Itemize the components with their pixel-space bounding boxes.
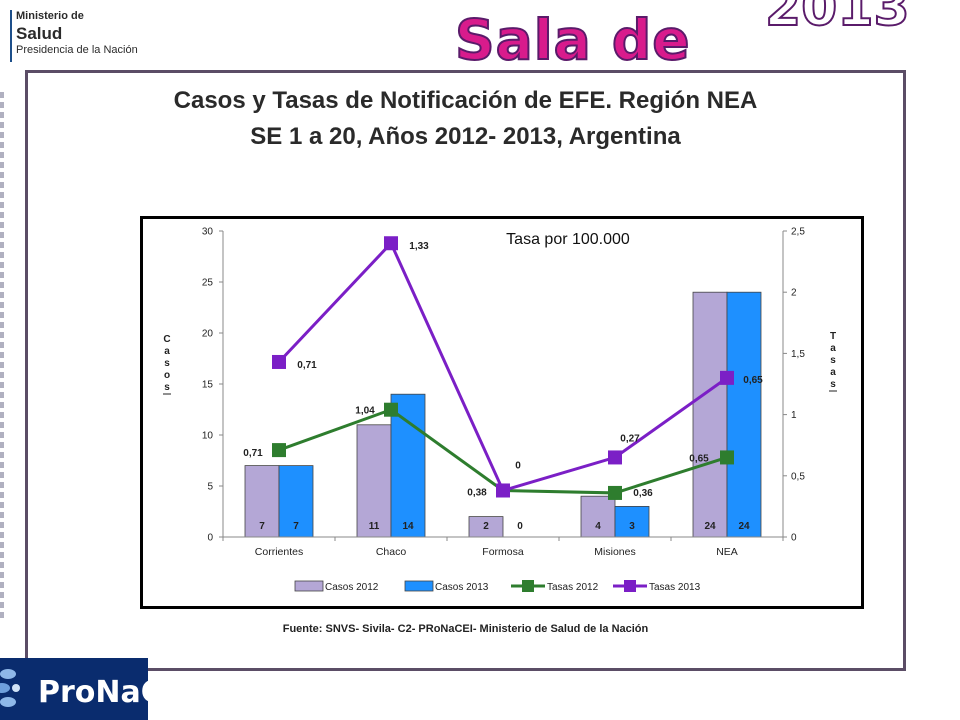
- axis-label-letter: a: [830, 343, 836, 354]
- bar-label-2013: 14: [402, 521, 414, 532]
- chart-annotation: Tasa por 100.000: [506, 231, 630, 248]
- tasas-2013-marker: [720, 370, 734, 385]
- x-tick-label: Misiones: [594, 546, 635, 558]
- ministerio-salud-logo: Ministerio de Salud Presidencia de la Na…: [0, 4, 160, 66]
- tasas-2012-label: 0,65: [689, 453, 709, 464]
- y-tick-label: 10: [202, 431, 214, 442]
- tasas-2012-label: 1,04: [355, 406, 375, 417]
- legend-swatch-marker: [522, 580, 534, 592]
- pronacei-logo: ProNaCEI: [0, 658, 194, 720]
- tasas-2013-label: 1,33: [409, 241, 429, 252]
- y-tick-label: 15: [202, 380, 214, 391]
- tasas-2013-marker: [496, 483, 510, 498]
- tasas-2013-label: 0,65: [743, 375, 763, 386]
- bar-label-2013: 3: [629, 521, 635, 532]
- tasas-2013-marker: [272, 354, 286, 369]
- axis-label-letter: T: [830, 331, 836, 342]
- y2-tick-label: 1,5: [791, 349, 805, 360]
- y2-axis-title: Tasas: [829, 331, 837, 392]
- source-note: Fuente: SNVS- Sivila- C2- PRoNaCEI- Mini…: [282, 623, 649, 635]
- chart-subtitle: SE 1 a 20, Años 2012- 2013, Argentina: [250, 123, 681, 150]
- y-axis-title: Casos: [163, 334, 171, 395]
- bar-casos-2012: [692, 291, 728, 538]
- tasas-2013-line: [277, 240, 728, 493]
- legend-item: Tasas 2013: [613, 580, 701, 593]
- y-tick-label: 0: [207, 533, 213, 544]
- bar-label-2013: 24: [738, 521, 750, 532]
- axis-label-letter: s: [830, 355, 836, 366]
- axis-label-letter: a: [164, 346, 170, 357]
- decorative-strip: [0, 92, 4, 622]
- bar-label-2012: 2: [483, 521, 489, 532]
- bar-label-2012: 11: [369, 521, 380, 532]
- legend-item: Casos 2012: [294, 580, 379, 593]
- bar-label-2013: 0: [517, 521, 523, 532]
- logo-line1: Ministerio de: [16, 10, 84, 22]
- tasas-2012-marker: [608, 485, 622, 500]
- x-tick-label: Corrientes: [255, 546, 303, 558]
- bar-label-2012: 4: [595, 521, 601, 532]
- tasas-2013-marker: [608, 450, 622, 465]
- y-tick-label: 30: [202, 227, 214, 238]
- y2-tick-label: 1: [791, 410, 797, 421]
- axis-label-letter: C: [163, 334, 170, 345]
- axis-label-letter: s: [164, 382, 170, 393]
- tasas-2013-label: 0,71: [297, 360, 317, 371]
- y2-tick-label: 2,5: [791, 227, 805, 238]
- logo-line2: Salud: [16, 24, 63, 43]
- logo-divider: [10, 10, 12, 62]
- legend-swatch: [404, 580, 434, 592]
- chart-title: Casos y Tasas de Notificación de EFE. Re…: [173, 87, 758, 114]
- flower-icon: [0, 669, 20, 707]
- bar-label-2013: 7: [293, 521, 299, 532]
- slide-frame: Casos y Tasas de Notificación de EFE. Re…: [25, 70, 906, 671]
- axis-label-letter: s: [164, 358, 170, 369]
- legend-swatch: [294, 580, 324, 592]
- tasas-2012-label: 0,71: [243, 448, 263, 459]
- bar-label-2012: 24: [704, 521, 716, 532]
- bar-label-2012: 7: [259, 521, 265, 532]
- legend-label: Casos 2012: [325, 582, 379, 593]
- legend-label: Casos 2013: [435, 582, 489, 593]
- axis-label-letter: a: [830, 367, 836, 378]
- chart-container: 0 5 10 15 20 25 30 0 0,5 1 1,5 2 2,5 Corrientes Chaco F…: [140, 216, 864, 609]
- x-tick-label: Chaco: [376, 546, 407, 558]
- y-tick-label: 25: [202, 278, 214, 289]
- legend-item: Tasas 2012: [511, 580, 599, 593]
- pronacei-text: ProNaCEI: [38, 675, 195, 710]
- y2-tick-label: 0,5: [791, 471, 805, 482]
- tasas-2013-marker: [384, 236, 398, 251]
- tasas-2012-label: 0,36: [633, 488, 653, 499]
- tasas-2012-marker: [384, 402, 398, 417]
- legend-swatch-marker: [624, 580, 636, 592]
- legend-label: Tasas 2013: [649, 582, 701, 593]
- axis-label-letter: o: [164, 370, 170, 381]
- axis-label-letter: s: [830, 379, 836, 390]
- x-tick-label: NEA: [716, 546, 738, 558]
- legend-item: Casos 2013: [404, 580, 489, 593]
- y2-tick-label: 0: [791, 533, 797, 544]
- tasas-2012-marker: [720, 450, 734, 465]
- legend-label: Tasas 2012: [547, 582, 599, 593]
- tasas-2013-label: 0: [515, 460, 521, 471]
- x-tick-label: Formosa: [482, 546, 524, 558]
- sala-year: 2013: [764, 0, 911, 39]
- y-tick-label: 20: [202, 329, 214, 340]
- y-tick-label: 5: [207, 482, 213, 493]
- tasas-2013-label: 0,27: [620, 433, 640, 444]
- tasas-2012-line: [278, 408, 728, 495]
- tasas-2012-label: 0,38: [467, 487, 487, 498]
- y2-tick-label: 2: [791, 288, 797, 299]
- bar-casos-2013: [726, 291, 762, 538]
- tasas-2012-marker: [272, 443, 286, 458]
- logo-line3: Presidencia de la Nación: [16, 44, 138, 56]
